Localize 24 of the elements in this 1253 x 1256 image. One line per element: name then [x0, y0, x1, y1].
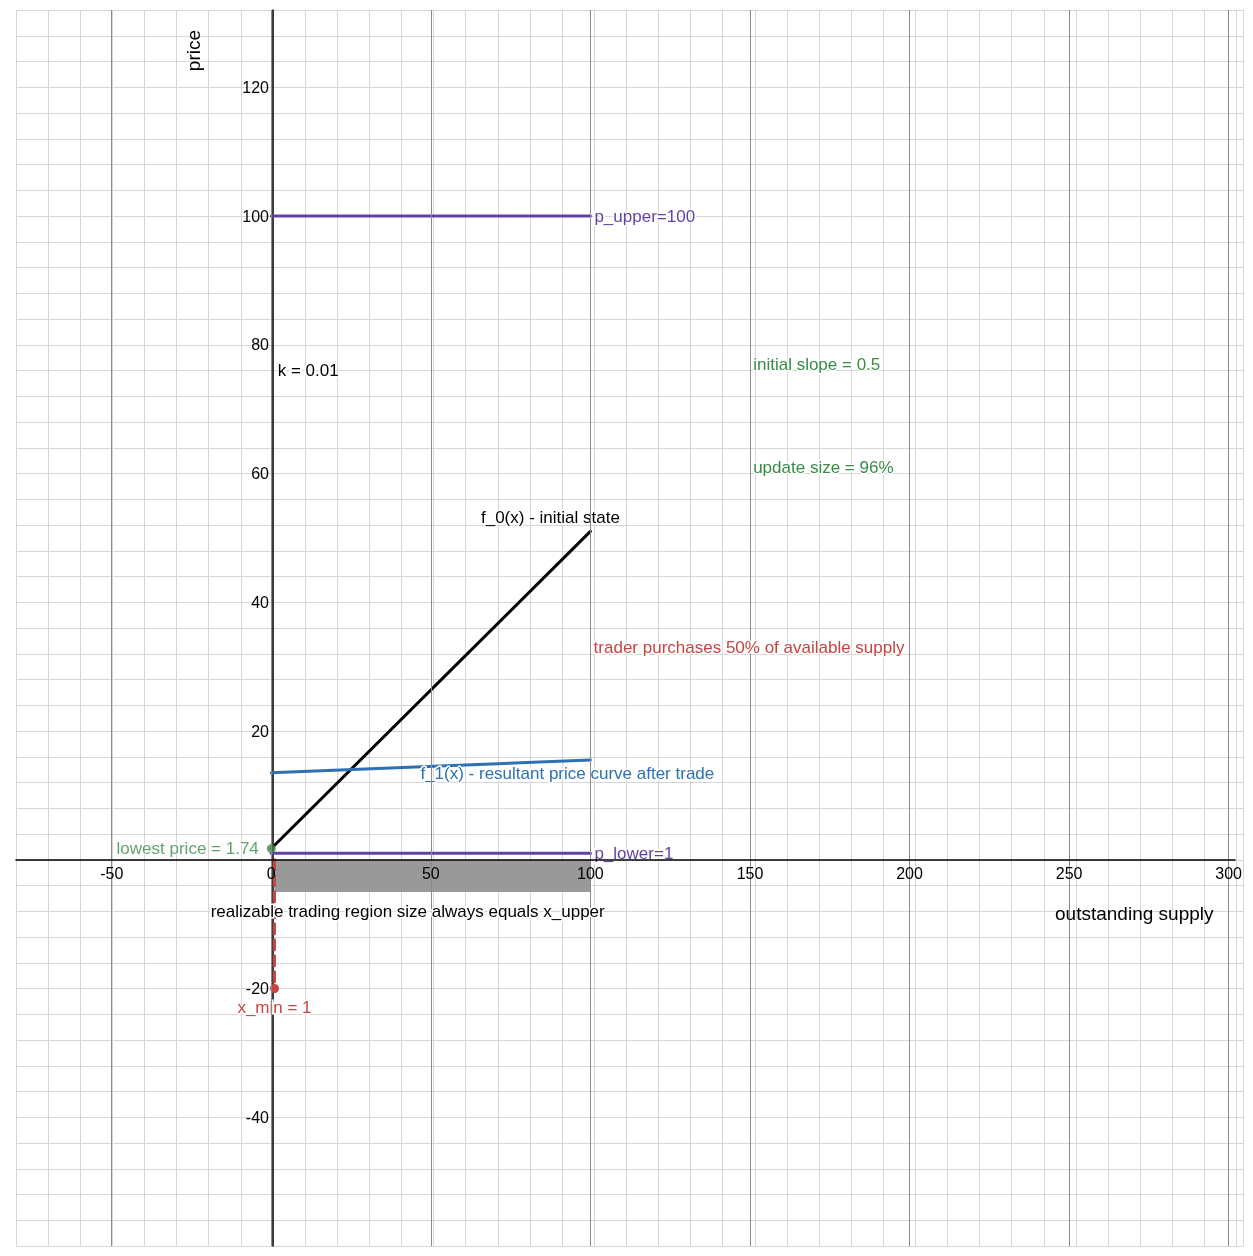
series-label: p_upper=100: [594, 206, 696, 226]
series-label: f_0(x) - initial state: [480, 508, 620, 528]
annotation: k = 0.01: [277, 361, 339, 380]
x-tick-label: 50: [421, 865, 440, 883]
y-tick-label: 20: [251, 722, 270, 740]
y-tick-label: -40: [245, 1108, 270, 1126]
x-tick-label: -50: [100, 865, 124, 883]
y-tick-label: -20: [245, 980, 270, 997]
y-axis-title: price: [182, 30, 204, 72]
x-tick-label: 250: [1055, 865, 1083, 883]
annotation: update size = 96%: [753, 457, 894, 477]
y-tick-label: 60: [251, 465, 270, 482]
x-tick-label: 150: [736, 865, 764, 883]
y-tick-label: 40: [251, 593, 270, 611]
series-label: f_1(x) - resultant price curve after trade: [420, 764, 715, 784]
series-label: p_lower=1: [594, 843, 674, 863]
y-tick-label: 100: [242, 207, 270, 225]
x-axis-title: outstanding supply: [1055, 902, 1214, 924]
x-tick-label: 300: [1215, 865, 1243, 883]
annotation: initial slope = 0.5: [753, 354, 881, 374]
y-tick-label: 120: [242, 78, 270, 96]
y-tick-label: 80: [251, 336, 270, 354]
x-tick-label: 200: [896, 865, 923, 883]
series-label: lowest price = 1.74: [116, 839, 259, 859]
